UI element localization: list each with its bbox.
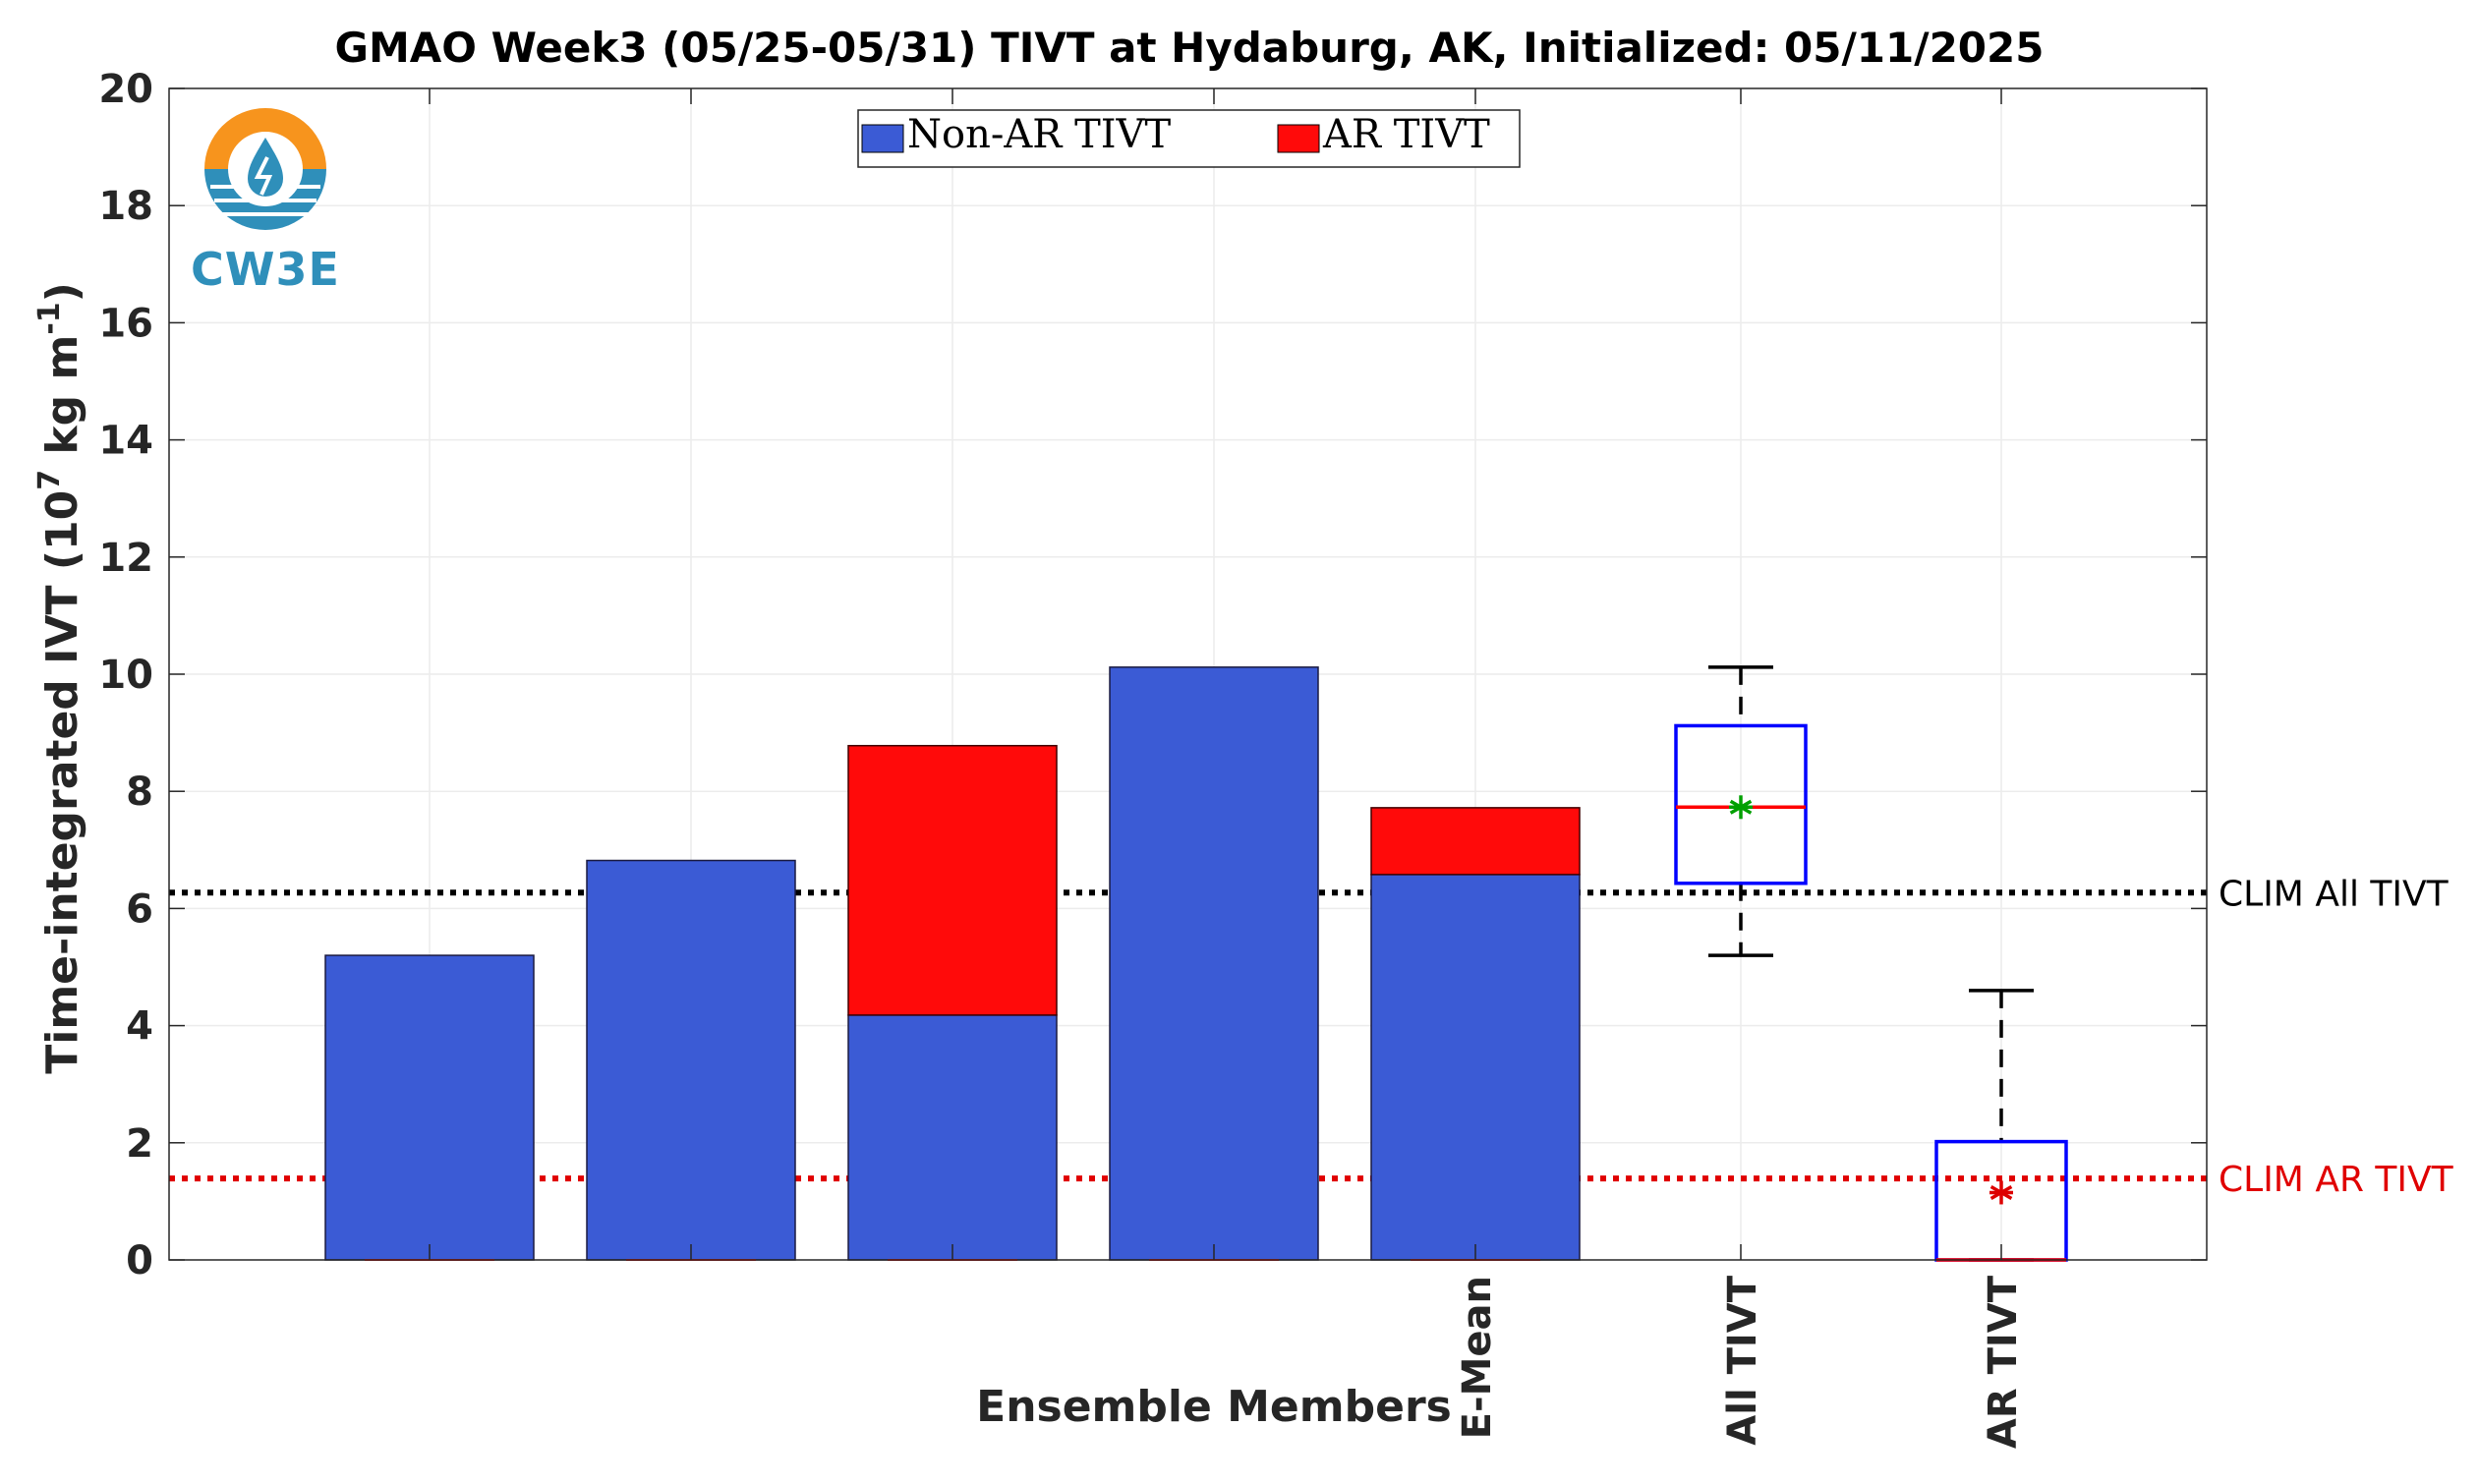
y-tick-label: 14 (98, 419, 153, 464)
y-label-part1: Time-integrated IVT (10 (37, 490, 87, 1074)
logo-drop-icon (248, 138, 283, 197)
x-axis-label: Ensemble Members (976, 1382, 1452, 1432)
legend-label-ar: AR TIVT (1322, 112, 1490, 157)
y-label-sup2: -1 (32, 302, 67, 334)
bar-non-ar (586, 859, 796, 1261)
bar-non-ar (847, 1014, 1058, 1261)
y-label-part2: kg m (37, 335, 87, 470)
cw3e-logo: CW3E (191, 108, 340, 296)
y-tick-label: 10 (98, 653, 153, 698)
bar-ar (847, 744, 1058, 1016)
legend-label-non-ar: Non-AR TIVT (907, 112, 1171, 157)
y-tick-label: 6 (126, 886, 153, 932)
x-tick-label: All TIVT (1720, 1275, 1765, 1445)
axes-frame (168, 87, 2208, 1261)
legend-swatch-ar (1277, 124, 1320, 153)
y-tick-label: 18 (98, 184, 153, 229)
chart-title: GMAO Week3 (05/25-05/31) TIVT at Hydabur… (335, 24, 2045, 72)
y-tick-label: 4 (126, 1004, 153, 1050)
y-tick-label: 8 (126, 770, 153, 815)
x-tick-label: AR TIVT (1981, 1275, 2026, 1449)
legend-swatch-non-ar (861, 124, 904, 153)
bar-non-ar (1109, 666, 1319, 1261)
y-label-part3: ) (37, 282, 87, 302)
bars (324, 666, 1581, 1261)
bar-non-ar (1370, 874, 1581, 1261)
y-tick-label: 2 (126, 1121, 153, 1167)
axes: 0 2 4 6 8 10 12 14 16 18 20 (98, 67, 2208, 1284)
y-label-sup1: 7 (32, 470, 67, 490)
y-tick-label: 0 (126, 1238, 153, 1284)
climatology-lines: CLIM All TIVT CLIM AR TIVT (169, 874, 2454, 1200)
legend: Non-AR TIVT AR TIVT (857, 109, 1521, 168)
y-tick-label: 16 (98, 301, 153, 346)
box (1674, 723, 1808, 885)
bar-ar (1370, 807, 1581, 876)
box-mean-marker (1989, 1180, 2013, 1205)
box-mean-marker (1729, 795, 1753, 820)
bar-non-ar (324, 954, 535, 1261)
y-tick-label: 12 (98, 536, 153, 581)
clim-label: CLIM All TIVT (2219, 874, 2450, 914)
logo-text: CW3E (191, 243, 340, 296)
y-tick-label: 20 (98, 67, 153, 112)
y-axis-label: Time-integrated IVT (107 kg m-1) (32, 282, 87, 1074)
x-tick-label: E-Mean (1455, 1276, 1500, 1439)
x-tick-labels: E-Mean All TIVT AR TIVT (1455, 1275, 2026, 1449)
legend-box (857, 109, 1521, 168)
clim-label: CLIM AR TIVT (2219, 1160, 2454, 1200)
